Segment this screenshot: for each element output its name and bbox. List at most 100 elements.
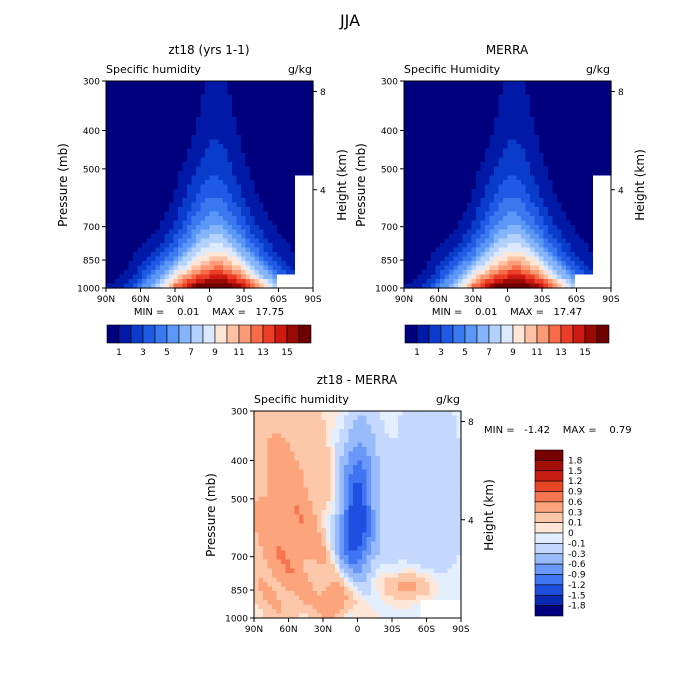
heatmap-cell (548, 139, 554, 145)
heatmap-cell (593, 229, 599, 235)
heatmap-cell (525, 252, 531, 258)
heatmap-cell (268, 148, 274, 154)
heatmap-cell (205, 265, 211, 271)
heatmap-cell (521, 81, 527, 87)
heatmap-cell (512, 265, 518, 271)
heatmap-cell (557, 139, 563, 145)
heatmap-cell (223, 220, 229, 226)
heatmap-cell (303, 564, 309, 570)
heatmap-cell (575, 130, 581, 136)
heatmap-cell (285, 451, 291, 457)
heatmap-cell (426, 211, 432, 217)
heatmap-cell (561, 157, 567, 163)
heatmap-cell (119, 130, 125, 136)
heatmap-cell (458, 166, 464, 172)
heatmap-cell (250, 207, 256, 213)
heatmap-cell (312, 460, 318, 466)
heatmap-cell (173, 274, 179, 280)
heatmap-cell (584, 85, 590, 91)
heatmap-cell (444, 252, 450, 258)
heatmap-cell (164, 112, 170, 118)
heatmap-cell (236, 126, 242, 132)
heatmap-cell (160, 180, 166, 186)
heatmap-cell (263, 429, 269, 435)
heatmap-cell (173, 270, 179, 276)
heatmap-cell (449, 220, 455, 226)
heatmap-cell (276, 460, 282, 466)
heatmap-cell (557, 265, 563, 271)
heatmap-cell (471, 283, 477, 289)
heatmap-cell (258, 591, 264, 597)
heatmap-cell (503, 184, 509, 190)
heatmap-cell (223, 166, 229, 172)
heatmap-cell (435, 184, 441, 190)
heatmap-cell (281, 492, 287, 498)
heatmap-cell (304, 274, 310, 280)
heatmap-cell (263, 238, 269, 244)
heatmap-cell (431, 166, 437, 172)
heatmap-cell (142, 193, 148, 199)
heatmap-cell (413, 144, 419, 150)
heatmap-cell (480, 193, 486, 199)
heatmap-cell (548, 216, 554, 222)
heatmap-cell (525, 180, 531, 186)
heatmap-cell (453, 99, 459, 105)
heatmap-cell (245, 279, 251, 285)
heatmap-cell (250, 279, 256, 285)
heatmap-cell (471, 234, 477, 240)
heatmap-cell (110, 81, 116, 87)
heatmap-cell (155, 279, 161, 285)
heatmap-cell (543, 184, 549, 190)
heatmap-cell (584, 207, 590, 213)
heatmap-cell (422, 85, 428, 91)
heatmap-cell (245, 270, 251, 276)
heatmap-cell (223, 85, 229, 91)
heatmap-cell (160, 90, 166, 96)
heatmap-cell (268, 81, 274, 87)
heatmap-cell (223, 256, 229, 262)
heatmap-cell (254, 604, 260, 610)
heatmap-cell (597, 265, 603, 271)
heatmap-cell (286, 216, 292, 222)
heatmap-cell (530, 229, 536, 235)
heatmap-cell (525, 175, 531, 181)
heatmap-cell (303, 510, 309, 516)
heatmap-cell (530, 130, 536, 136)
heatmap-cell (304, 180, 310, 186)
heatmap-cell (494, 193, 500, 199)
heatmap-cell (534, 157, 540, 163)
heatmap-cell (308, 501, 314, 507)
heatmap-cell (471, 112, 477, 118)
heatmap-cell (449, 139, 455, 145)
heatmap-cell (191, 216, 197, 222)
heatmap-cell (232, 180, 238, 186)
heatmap-cell (539, 81, 545, 87)
heatmap-cell (178, 144, 184, 150)
heatmap-cell (566, 252, 572, 258)
heatmap-cell (539, 144, 545, 150)
colorbar-swatch (572, 324, 586, 344)
heatmap-cell (507, 243, 513, 249)
heatmap-cell (476, 103, 482, 109)
heatmap-cell (588, 193, 594, 199)
heatmap-cell (191, 139, 197, 145)
heatmap-cell (200, 279, 206, 285)
heatmap-cell (281, 555, 287, 561)
heatmap-cell (232, 99, 238, 105)
heatmap-cell (290, 117, 296, 123)
heatmap-cell (272, 555, 278, 561)
heatmap-cell (250, 216, 256, 222)
heatmap-cell (426, 234, 432, 240)
heatmap-cell (304, 265, 310, 271)
heatmap-cell (566, 207, 572, 213)
heatmap-cell (272, 559, 278, 565)
heatmap-cell (142, 265, 148, 271)
heatmap-cell (579, 103, 585, 109)
heatmap-cell (218, 220, 224, 226)
heatmap-cell (534, 279, 540, 285)
heatmap-cell (557, 274, 563, 280)
heatmap-cell (426, 189, 432, 195)
heatmap-cell (516, 108, 522, 114)
heatmap-cell (241, 247, 247, 253)
heatmap-cell (525, 85, 531, 91)
